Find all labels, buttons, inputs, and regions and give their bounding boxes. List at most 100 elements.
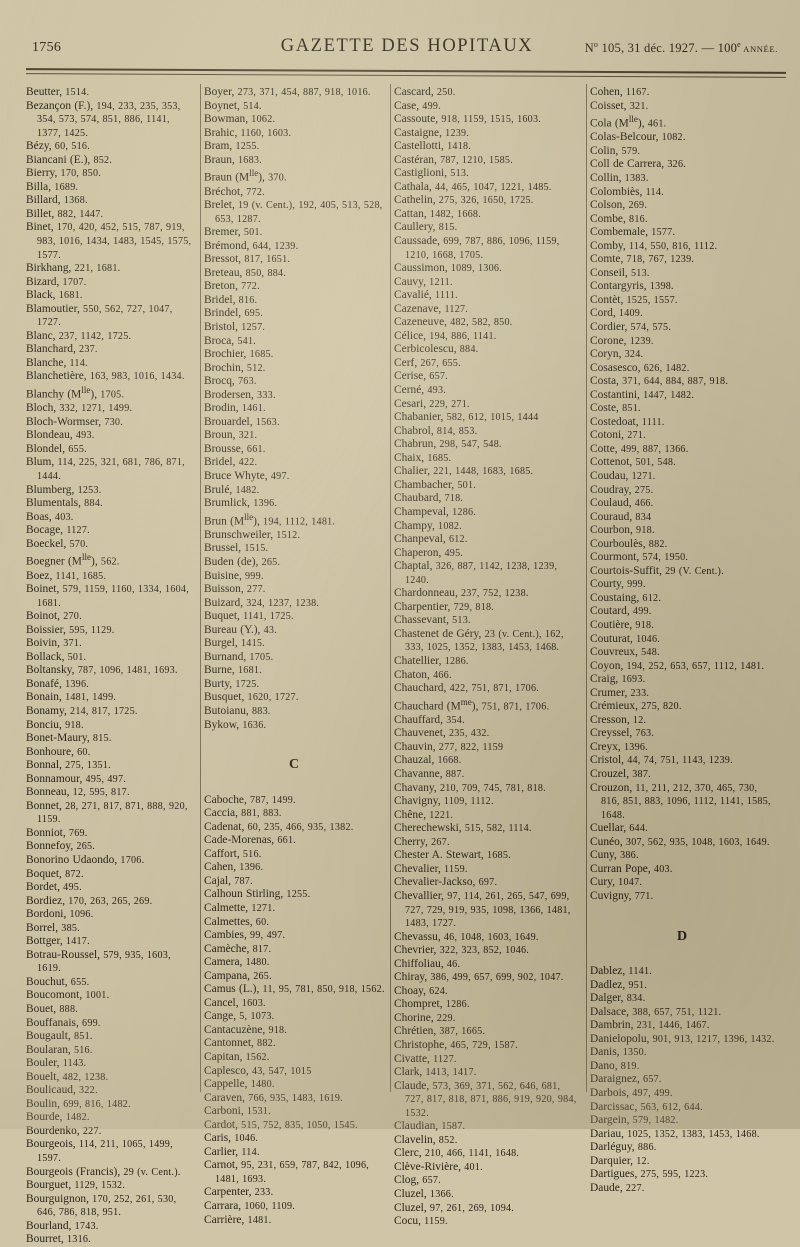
volume-year-superscript: e: [737, 40, 741, 49]
entry-name: Bouelt,: [26, 1070, 60, 1083]
entry-page-numbers: 497.: [267, 471, 290, 482]
entry-page-numbers: 12.: [633, 1155, 650, 1167]
index-entry: Dartigues, 275, 595, 1223.: [590, 1168, 775, 1182]
index-entry: Brunschweiler, 1512.: [204, 529, 385, 543]
entry-page-numbers: 499.: [629, 606, 652, 618]
entry-name: Darquier,: [590, 1154, 634, 1167]
index-entry: Chastenet de Géry, 23 (v. Cent.), 162, 3…: [394, 628, 581, 655]
index-entry: Caplesco, 43, 547, 1015: [204, 1065, 385, 1079]
index-entry: Burty, 1725.: [204, 678, 385, 692]
entry-page-numbers: 817.: [249, 943, 272, 955]
index-entry: Chêne, 1221.: [394, 809, 581, 823]
entry-name: Daude,: [590, 1181, 623, 1194]
index-entry: Boltansky, 787, 1096, 1481, 1693.: [26, 664, 195, 678]
index-entry: Clog, 657.: [394, 1174, 581, 1188]
index-entry: Caussimon, 1089, 1306.: [394, 262, 581, 276]
entry-page-numbers: 1001.: [82, 990, 110, 1002]
entry-name: Case,: [394, 99, 420, 112]
entry-name: Buisine,: [204, 569, 242, 582]
index-entry: Broun, 321.: [204, 429, 385, 443]
entry-page-numbers: 1461.: [238, 403, 266, 415]
entry-name-suffix: ),: [90, 388, 98, 401]
index-entry: Cassoute, 918, 1159, 1515, 1603.: [394, 113, 581, 127]
entry-name: Brocq,: [204, 375, 235, 388]
index-entry: Chrétien, 387, 1665.: [394, 1025, 581, 1039]
entry-name: Boltansky,: [26, 664, 75, 677]
index-entry: Champy, 1082.: [394, 520, 581, 534]
index-entry: Bonciu, 918.: [26, 719, 195, 733]
entry-name: Brochier,: [204, 348, 247, 361]
index-entry: Camera, 1480.: [204, 956, 385, 970]
index-entry: Brindel, 695.: [204, 307, 385, 321]
entry-page-numbers: 1396.: [236, 862, 264, 874]
entry-page-numbers: 97, 114, 261, 265, 547, 699, 727, 729, 9…: [405, 890, 571, 930]
entry-name: Chompret,: [394, 998, 443, 1011]
index-entry: Cunéo, 307, 562, 935, 1048, 1603, 1649.: [590, 836, 775, 850]
entry-page-numbers: 497, 499.: [629, 1087, 673, 1099]
index-entry: Bureau (Y.), 43.: [204, 624, 385, 638]
entry-name: Cardot,: [204, 1118, 238, 1131]
index-entry: Bonnal, 275, 1351.: [26, 759, 195, 773]
entry-name: Chevalier-Jackso,: [394, 876, 476, 889]
entry-name: Dargein,: [590, 1114, 630, 1127]
entry-name: Bouchut,: [26, 975, 68, 988]
index-entry: Claudian, 1587.: [394, 1120, 581, 1134]
entry-page-numbers: 221, 1448, 1683, 1685.: [430, 466, 534, 478]
entry-page-numbers: 1221.: [426, 809, 454, 821]
entry-page-numbers: 787.: [231, 875, 253, 887]
index-entry: Calmettes, 60.: [204, 916, 385, 930]
index-entry: Blanche, 114.: [26, 357, 195, 371]
entry-name: Chanpeval,: [394, 533, 446, 546]
index-entry: Bonet-Maury, 815.: [26, 732, 195, 746]
entry-name: Bézy,: [26, 140, 52, 153]
entry-name: Cola (M: [590, 117, 629, 130]
index-entry: Brulé, 1482.: [204, 484, 385, 498]
entry-name: Crouzel,: [590, 768, 630, 781]
index-entry: Daude, 227.: [590, 1182, 775, 1196]
entry-name: Cerf,: [394, 356, 418, 369]
entry-page-numbers: 1482.: [62, 1112, 90, 1124]
entry-page-numbers: 354.: [443, 714, 465, 726]
entry-name: Bouffanais,: [26, 1016, 79, 1029]
index-entry: Cerf, 267, 655.: [394, 357, 581, 371]
entry-name: Collin,: [590, 171, 622, 184]
entry-name: Bouler,: [26, 1057, 60, 1070]
entry-page-numbers: 1689.: [51, 181, 79, 193]
index-entry: Coudray, 275.: [590, 484, 775, 498]
entry-name: Chardonneau,: [394, 587, 458, 600]
entry-name: Brodin,: [204, 402, 239, 415]
index-entry: Breton, 772.: [204, 280, 385, 294]
index-entry: Calmette, 1271.: [204, 902, 385, 916]
entry-name: Caraven,: [204, 1091, 245, 1104]
entry-name: Chevrier,: [394, 944, 437, 957]
entry-name: Cambies,: [204, 929, 247, 942]
entry-page-numbers: 95, 231, 659, 787, 842, 1096, 1481, 1693…: [215, 1160, 370, 1185]
entry-page-numbers: 270.: [60, 611, 82, 623]
entry-name: Cluzel,: [394, 1201, 427, 1214]
index-entry: Chanpeval, 612.: [394, 533, 581, 547]
entry-page-numbers: 1481.: [244, 1214, 272, 1226]
index-entry: Chester A. Stewart, 1685.: [394, 849, 581, 863]
entry-name: Colombiès,: [590, 185, 643, 198]
entry-page-numbers: 97, 261, 269, 1094.: [426, 1202, 515, 1214]
entry-name: Cajal,: [204, 874, 232, 887]
entry-name: Bridel,: [204, 456, 236, 469]
entry-name: Clavelin,: [394, 1133, 436, 1146]
index-entry: Cazenave, 1127.: [394, 303, 581, 317]
entry-name: Colin,: [590, 144, 619, 157]
entry-name: Chauzal,: [394, 754, 435, 767]
entry-name: Cesari,: [394, 397, 427, 410]
index-entry: Cattan, 1482, 1668.: [394, 208, 581, 222]
index-entry: Chevrier, 322, 323, 852, 1046.: [394, 944, 581, 958]
index-entry: Cazeneuve, 482, 582, 850.: [394, 316, 581, 330]
entry-name: Castiglioni,: [394, 167, 448, 180]
entry-page-numbers: 516.: [239, 848, 262, 860]
entry-name: Chavany,: [394, 781, 437, 794]
entry-page-numbers: 12, 595, 817.: [69, 787, 130, 799]
index-entry: Bottger, 1417.: [26, 935, 195, 949]
index-entry: Cluzel, 1366.: [394, 1188, 581, 1202]
entry-page-numbers: 495, 497.: [82, 773, 127, 785]
index-entry: Chiffoliau, 46.: [394, 958, 581, 972]
entry-page-numbers: 579, 935, 1603, 1619.: [37, 949, 171, 975]
entry-name: Civatte,: [394, 1052, 430, 1065]
